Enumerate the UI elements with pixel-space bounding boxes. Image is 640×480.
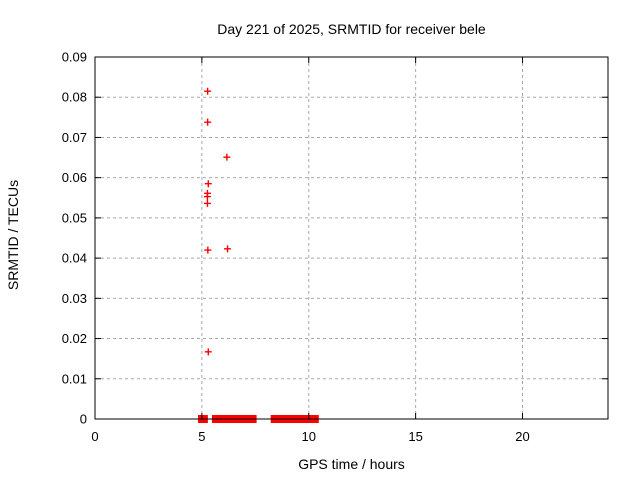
x-tick-label: 0 [91,429,98,444]
plot-border [94,56,609,420]
x-tick-label: 5 [198,429,205,444]
x-tick-label: 15 [408,429,422,444]
data-point-marker [204,246,212,254]
chart-title: Day 221 of 2025, SRMTID for receiver bel… [217,21,486,37]
y-tick-label: 0.03 [62,291,87,306]
data-point-marker [204,348,212,356]
data-point-marker [204,87,212,95]
y-tick-label: 0.07 [62,130,87,145]
x-axis-label: GPS time / hours [298,456,405,472]
data-point-marker [224,245,232,253]
y-tick-label: 0.06 [62,170,87,185]
data-point-marker [203,199,211,207]
x-tick-label: 20 [515,429,529,444]
data-point-marker [223,153,231,161]
y-tick-label: 0.08 [62,90,87,105]
y-tick-label: 0.02 [62,331,87,346]
y-tick-label: 0.01 [62,371,87,386]
x-tick-label: 10 [302,429,316,444]
y-tick-label: 0.05 [62,210,87,225]
data-point-marker [203,193,211,201]
y-tick-label: 0 [80,412,87,427]
data-point-marker [204,180,212,188]
y-tick-label: 0.04 [62,251,87,266]
data-point-marker [204,118,212,126]
y-tick-label: 0.09 [62,50,87,65]
